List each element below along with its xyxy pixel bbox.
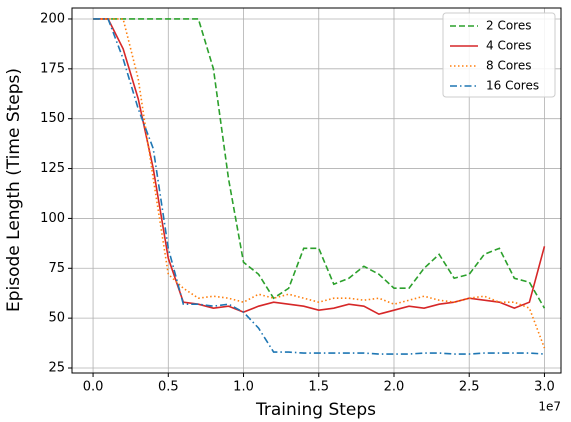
series-line bbox=[93, 18, 545, 355]
y-tick-label: 100 bbox=[40, 211, 65, 226]
plot-frame bbox=[71, 7, 562, 374]
x-tick-label: 0.5 bbox=[158, 380, 179, 395]
x-tick-label: 0.0 bbox=[83, 380, 104, 395]
legend-label: 8 Cores bbox=[486, 59, 531, 73]
legend-label: 16 Cores bbox=[486, 79, 539, 93]
legend-label: 4 Cores bbox=[486, 39, 531, 53]
y-tick-label: 150 bbox=[40, 111, 65, 126]
y-tick-label: 125 bbox=[40, 161, 65, 176]
x-tick-label: 2.5 bbox=[459, 380, 480, 395]
series-line bbox=[93, 18, 546, 349]
legend-box bbox=[442, 12, 556, 98]
x-tick-label: 1.0 bbox=[233, 380, 254, 395]
y-tick-label: 75 bbox=[48, 261, 65, 276]
x-tick-label: 2.0 bbox=[384, 380, 405, 395]
y-tick-label: 50 bbox=[48, 311, 65, 326]
x-offset-label: 1e7 bbox=[538, 400, 561, 414]
x-tick-label: 1.5 bbox=[308, 380, 329, 395]
series-line bbox=[93, 18, 546, 316]
x-tick-label: 3.0 bbox=[534, 380, 555, 395]
legend: 2 Cores 4 Cores 8 Cores 16 Cores bbox=[442, 12, 556, 98]
series-line bbox=[93, 18, 546, 309]
y-tick-label: 200 bbox=[40, 11, 65, 26]
legend-label: 2 Cores bbox=[486, 19, 531, 33]
y-tick-label: 175 bbox=[40, 61, 65, 76]
y-axis-label: Episode Length (Time Steps) bbox=[4, 68, 24, 312]
y-tick-label: 25 bbox=[48, 361, 65, 376]
x-axis-label: Training Steps bbox=[255, 400, 376, 420]
